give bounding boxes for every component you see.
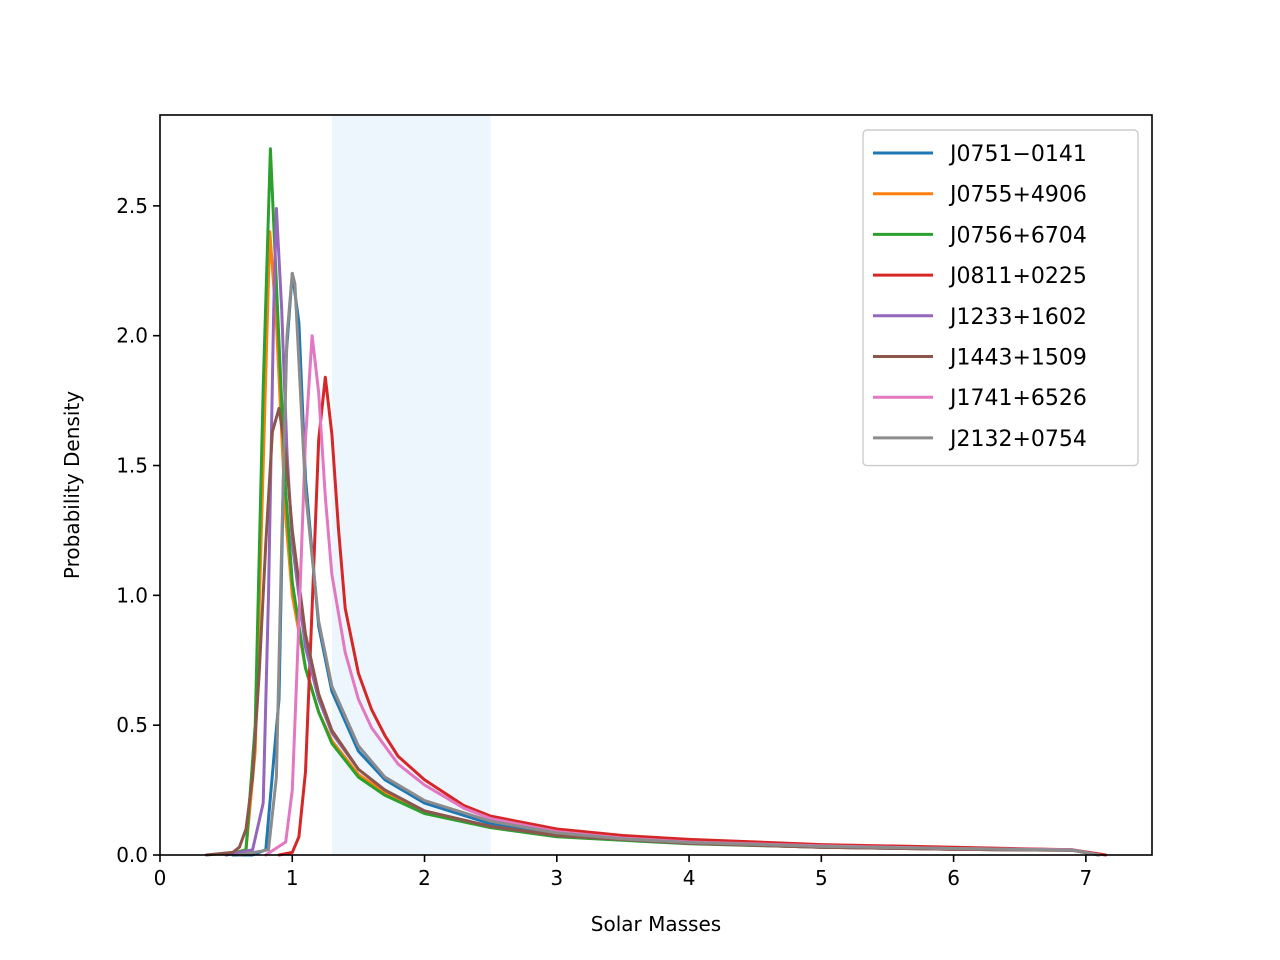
- x-tick-label-6: 6: [947, 866, 960, 890]
- x-tick-label-0: 0: [154, 866, 167, 890]
- legend-label-1: J0755+4906: [948, 183, 1087, 208]
- x-tick-label-2: 2: [418, 866, 431, 890]
- legend-label-2: J0756+6704: [948, 223, 1087, 248]
- series-line-3: [277, 375, 1108, 857]
- x-tick-label-1: 1: [286, 866, 299, 890]
- series-layer: [204, 147, 1108, 857]
- plot-frame: [159, 114, 1153, 856]
- legend-label-6: J1741+6526: [948, 386, 1087, 411]
- x-axis-label: Solar Masses: [591, 912, 721, 936]
- legend-label-0: J0751−0141: [948, 142, 1087, 167]
- legend-label-7: J2132+0754: [948, 427, 1087, 452]
- x-axis-ticks: 0 1 2 3 4 5 6 7: [154, 855, 1092, 890]
- shaded-region-layer: [331, 115, 491, 855]
- y-tick-label-5: 2.5: [116, 194, 148, 218]
- y-axis-label: Probability Density: [60, 391, 84, 579]
- x-tick-label-5: 5: [815, 866, 828, 890]
- y-tick-label-4: 2.0: [116, 324, 148, 348]
- legend-label-3: J0811+0225: [948, 264, 1087, 289]
- legend-label-4: J1233+1602: [948, 305, 1087, 330]
- x-tick-label-4: 4: [683, 866, 696, 890]
- legend-box: [862, 129, 1139, 467]
- shaded-mass-range: [331, 115, 491, 855]
- y-axis-ticks: 0.0 0.5 1.0 1.5 2.0 2.5: [116, 194, 160, 867]
- y-tick-label-3: 1.5: [116, 454, 148, 478]
- legend: J0751−0141 J0755+4906 J0756+6704 J0811+0225…: [862, 129, 1139, 467]
- y-tick-label-0: 0.0: [116, 843, 148, 867]
- legend-label-5: J1443+1509: [948, 346, 1087, 371]
- y-tick-label-2: 1.0: [116, 583, 148, 607]
- x-tick-label-3: 3: [550, 866, 563, 890]
- y-tick-label-1: 0.5: [116, 713, 148, 737]
- series-line-7: [237, 271, 1101, 857]
- x-tick-label-7: 7: [1079, 866, 1092, 890]
